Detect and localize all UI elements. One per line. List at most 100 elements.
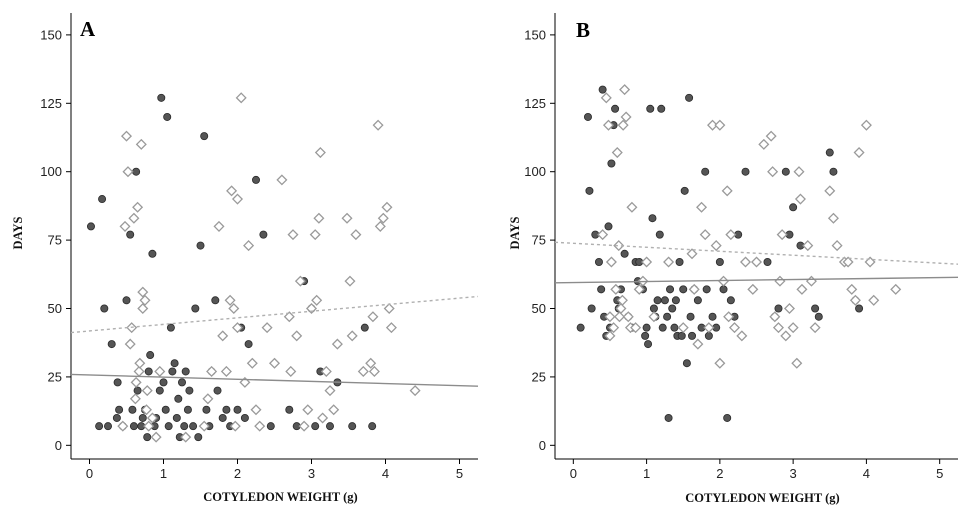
data-point-circle [665,414,672,421]
data-point-diamond [138,287,147,296]
data-point-diamond [690,285,699,294]
data-point-diamond [123,167,132,176]
data-point-diamond [131,394,140,403]
data-point-diamond [724,312,733,321]
data-point-circle [123,297,130,304]
data-point-diamond [322,367,331,376]
data-point-circle [326,423,333,430]
data-point-diamond [704,323,713,332]
data-point-circle [214,387,221,394]
data-point-diamond [679,323,688,332]
data-point-circle [681,187,688,194]
data-point-circle [147,351,154,358]
data-point-circle [167,324,174,331]
data-point-diamond [715,121,724,130]
y-tick-label: 0 [55,438,62,453]
x-tick-label: 5 [456,466,463,481]
data-point-diamond [233,194,242,203]
data-point-circle [830,168,837,175]
data-point-circle [656,231,663,238]
data-point-circle [658,105,665,112]
data-point-diamond [789,323,798,332]
data-point-circle [158,94,165,101]
x-tick-label: 2 [234,466,241,481]
data-point-diamond [263,323,272,332]
data-point-circle [584,113,591,120]
x-tick-label: 3 [790,466,797,481]
data-point-circle [201,133,208,140]
data-point-diamond [803,241,812,250]
data-point-diamond [792,359,801,368]
data-point-diamond [374,121,383,130]
data-point-circle [130,423,137,430]
data-point-circle [114,379,121,386]
data-point-circle [160,379,167,386]
data-point-circle [369,423,376,430]
data-point-circle [361,324,368,331]
data-point-diamond [140,296,149,305]
panel-label: B [576,18,590,42]
data-point-diamond [387,323,396,332]
data-point-circle [108,340,115,347]
y-tick-label: 75 [532,233,546,248]
y-tick-label: 100 [524,164,546,179]
data-point-diamond [811,323,820,332]
data-point-circle [642,332,649,339]
data-point-diamond [181,433,190,442]
data-point-diamond [120,222,129,231]
data-point-circle [643,324,650,331]
data-point-diamond [277,175,286,184]
data-point-circle [727,297,734,304]
data-point-circle [165,423,172,430]
data-point-circle [212,297,219,304]
data-point-circle [101,305,108,312]
data-point-diamond [613,148,622,157]
y-tick-label: 0 [539,438,546,453]
data-point-circle [826,149,833,156]
data-point-circle [133,168,140,175]
data-point-circle [349,423,356,430]
data-point-circle [644,340,651,347]
data-point-diamond [385,304,394,313]
data-point-diamond [598,230,607,239]
data-point-diamond [345,277,354,286]
data-point-circle [621,250,628,257]
data-point-diamond [627,203,636,212]
x-tick-label: 4 [863,466,870,481]
data-point-circle [197,242,204,249]
data-point-circle [192,305,199,312]
data-point-circle [139,414,146,421]
data-point-diamond [825,186,834,195]
data-point-circle [683,360,690,367]
x-tick-label: 0 [86,466,93,481]
data-point-diamond [752,257,761,266]
data-point-diamond [135,359,144,368]
data-point-diamond [807,277,816,286]
x-tick-label: 3 [308,466,315,481]
y-tick-label: 150 [524,27,546,42]
x-tick-label: 0 [570,466,577,481]
data-point-diamond [255,422,264,431]
data-point-circle [647,105,654,112]
data-point-diamond [737,331,746,340]
data-point-diamond [770,312,779,321]
data-point-circle [664,313,671,320]
data-point-circle [694,297,701,304]
panel-label: A [80,17,96,41]
data-point-circle [149,250,156,257]
y-axis-title: DAYS [11,217,25,250]
data-point-diamond [218,331,227,340]
data-point-circle [666,286,673,293]
data-point-circle [599,86,606,93]
data-point-circle [595,258,602,265]
data-point-circle [156,387,163,394]
data-point-circle [724,414,731,421]
data-point-circle [127,231,134,238]
data-point-diamond [325,386,334,395]
data-point-circle [685,94,692,101]
y-tick-label: 150 [40,27,62,42]
data-point-diamond [862,121,871,130]
data-point-diamond [767,132,776,141]
data-point-circle [775,305,782,312]
data-point-circle [175,395,182,402]
